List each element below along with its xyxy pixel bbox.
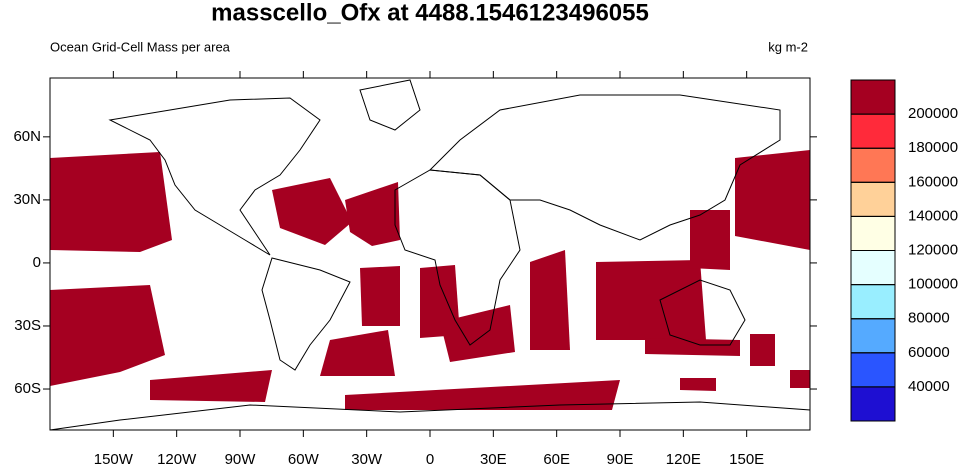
colorbar-box [850,113,896,149]
title: masscello_Ofx at 4488.1546123496055 [211,0,649,26]
colorbar-label: 80000 [908,310,950,327]
x-tick-label: 30W [351,451,383,466]
colorbar-box [850,284,896,320]
x-tick-label: 150W [94,451,134,466]
x-tick-label: 150E [729,451,764,466]
colorbar-label: 40000 [908,378,950,395]
y-tick-label: 60N [13,128,41,145]
x-tick-label: 90W [225,451,257,466]
x-tick-label: 0 [426,451,434,466]
colorbar-box [850,215,896,251]
colorbar-label: 180000 [908,139,958,156]
x-tick-label: 60E [543,451,570,466]
x-tick-label: 60W [288,451,320,466]
colorbar-label: 120000 [908,241,958,258]
colorbar-box [850,147,896,183]
y-tick-label: 30N [13,191,41,208]
colorbar-label: 200000 [908,105,958,122]
colorbar-label: 100000 [908,276,958,293]
ocean-field [50,150,810,410]
colorbar-box [850,79,896,115]
colorbar-label: 60000 [908,344,950,361]
units: kg m-2 [768,39,808,54]
colorbar-label: 160000 [908,173,958,190]
y-tick-label: 0 [33,254,41,271]
x-tick-label: 90E [607,451,634,466]
colorbar-label: 140000 [908,207,958,224]
colorbar-box [850,318,896,354]
colorbar-box [850,352,896,388]
y-tick-label: 60S [14,380,41,397]
x-tick-label: 30E [480,451,507,466]
colorbar-box [850,181,896,217]
x-tick-label: 120E [666,451,701,466]
y-tick-label: 30S [14,317,41,334]
colorbar-box [850,386,896,422]
subtitle: Ocean Grid-Cell Mass per area [50,39,231,54]
colorbar-box [850,250,896,286]
x-tick-label: 120W [157,451,197,466]
